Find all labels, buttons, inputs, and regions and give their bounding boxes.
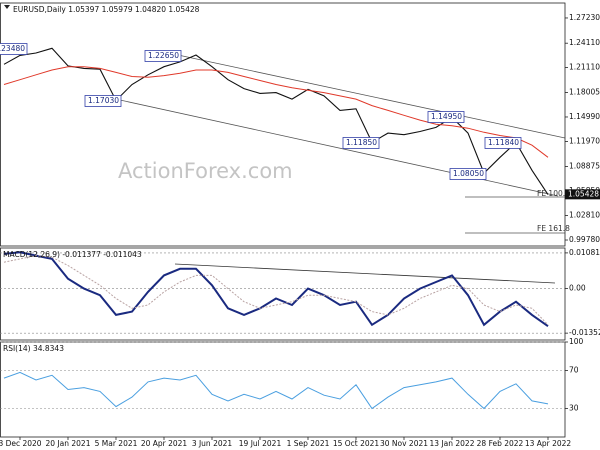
annotation: 1.14950 (431, 112, 462, 121)
x-tick-label: 13 Jan 2022 (430, 439, 475, 448)
x-tick-label: 13 Apr 2022 (525, 439, 572, 448)
y-tick-label: 0.99780 (569, 235, 600, 244)
y-tick-label: 0.00 (569, 284, 586, 293)
channel-upper (177, 54, 566, 139)
y-tick-label: 1.21110 (569, 62, 600, 71)
x-tick-label: 19 Jul 2021 (239, 439, 282, 448)
annotation: 1.08050 (453, 169, 484, 178)
annotation-box (427, 111, 465, 123)
y-tick-label: 1.27230 (569, 13, 600, 22)
last-price-label: 1.05428 (568, 189, 599, 198)
panel-frame (0, 341, 566, 438)
panel-title: MACD(12,26,9) -0.011377 -0.011043 (3, 250, 142, 259)
indicator-line (3, 251, 549, 328)
annotation-box (342, 137, 380, 149)
x-tick-label: 1 Sep 2021 (287, 439, 330, 448)
annotation: FE 100.0 (537, 189, 570, 198)
y-tick-label: 1.18005 (569, 88, 600, 97)
panel-title: RSI(14) 34.8343 (3, 344, 64, 353)
panel-title: EURUSD,Daily 1.05397 1.05979 1.04820 1.0… (13, 5, 200, 14)
y-tick-label: 1.02810 (569, 211, 600, 220)
annotation-box (484, 137, 522, 149)
annotation: 1.23480 (0, 44, 25, 53)
x-tick-label: 5 Mar 2021 (95, 439, 138, 448)
x-tick-label: 28 Feb 2022 (477, 439, 524, 448)
title-icon (4, 5, 10, 9)
annotation-box (0, 43, 28, 55)
annotation: 1.11850 (346, 138, 377, 147)
indicator-line (3, 371, 549, 410)
y-tick-label: 100 (569, 337, 584, 346)
channel-lower (119, 99, 559, 197)
y-tick-label: 1.14990 (569, 112, 600, 121)
x-tick-label: 15 Oct 2021 (333, 439, 380, 448)
annotation: FE 161.8 (537, 224, 570, 233)
y-tick-label: -0.01352 (569, 328, 600, 337)
y-tick-label: 1.11970 (569, 136, 600, 145)
annotation-box (144, 50, 182, 62)
panel-frame (0, 247, 566, 341)
macd-trendline (174, 263, 556, 284)
panel-frame (0, 2, 566, 247)
x-tick-label: 3 Jun 2021 (192, 439, 233, 448)
x-tick-label: 20 Jan 2021 (46, 439, 91, 448)
annotation: 1.17030 (88, 96, 119, 105)
last-price-box (565, 189, 600, 200)
watermark: ActionForex.com (118, 159, 293, 183)
y-tick-label: 1.24110 (569, 38, 600, 47)
y-tick-label: 0.010815 (569, 248, 600, 257)
y-tick-label: 70 (569, 366, 579, 375)
moving-average (3, 66, 549, 158)
x-tick-label: 30 Nov 2021 (380, 439, 428, 448)
x-tick-label: 20 Apr 2021 (141, 439, 188, 448)
annotation: 1.22650 (148, 51, 179, 60)
annotation-box (449, 168, 487, 180)
annotation-box (84, 95, 122, 107)
indicator-line (3, 255, 549, 326)
y-tick-label: 1.08875 (569, 161, 600, 170)
annotation: 1.11840 (488, 138, 519, 147)
y-tick-label: 30 (569, 404, 579, 413)
x-tick-label: 3 Dec 2020 (0, 439, 42, 448)
